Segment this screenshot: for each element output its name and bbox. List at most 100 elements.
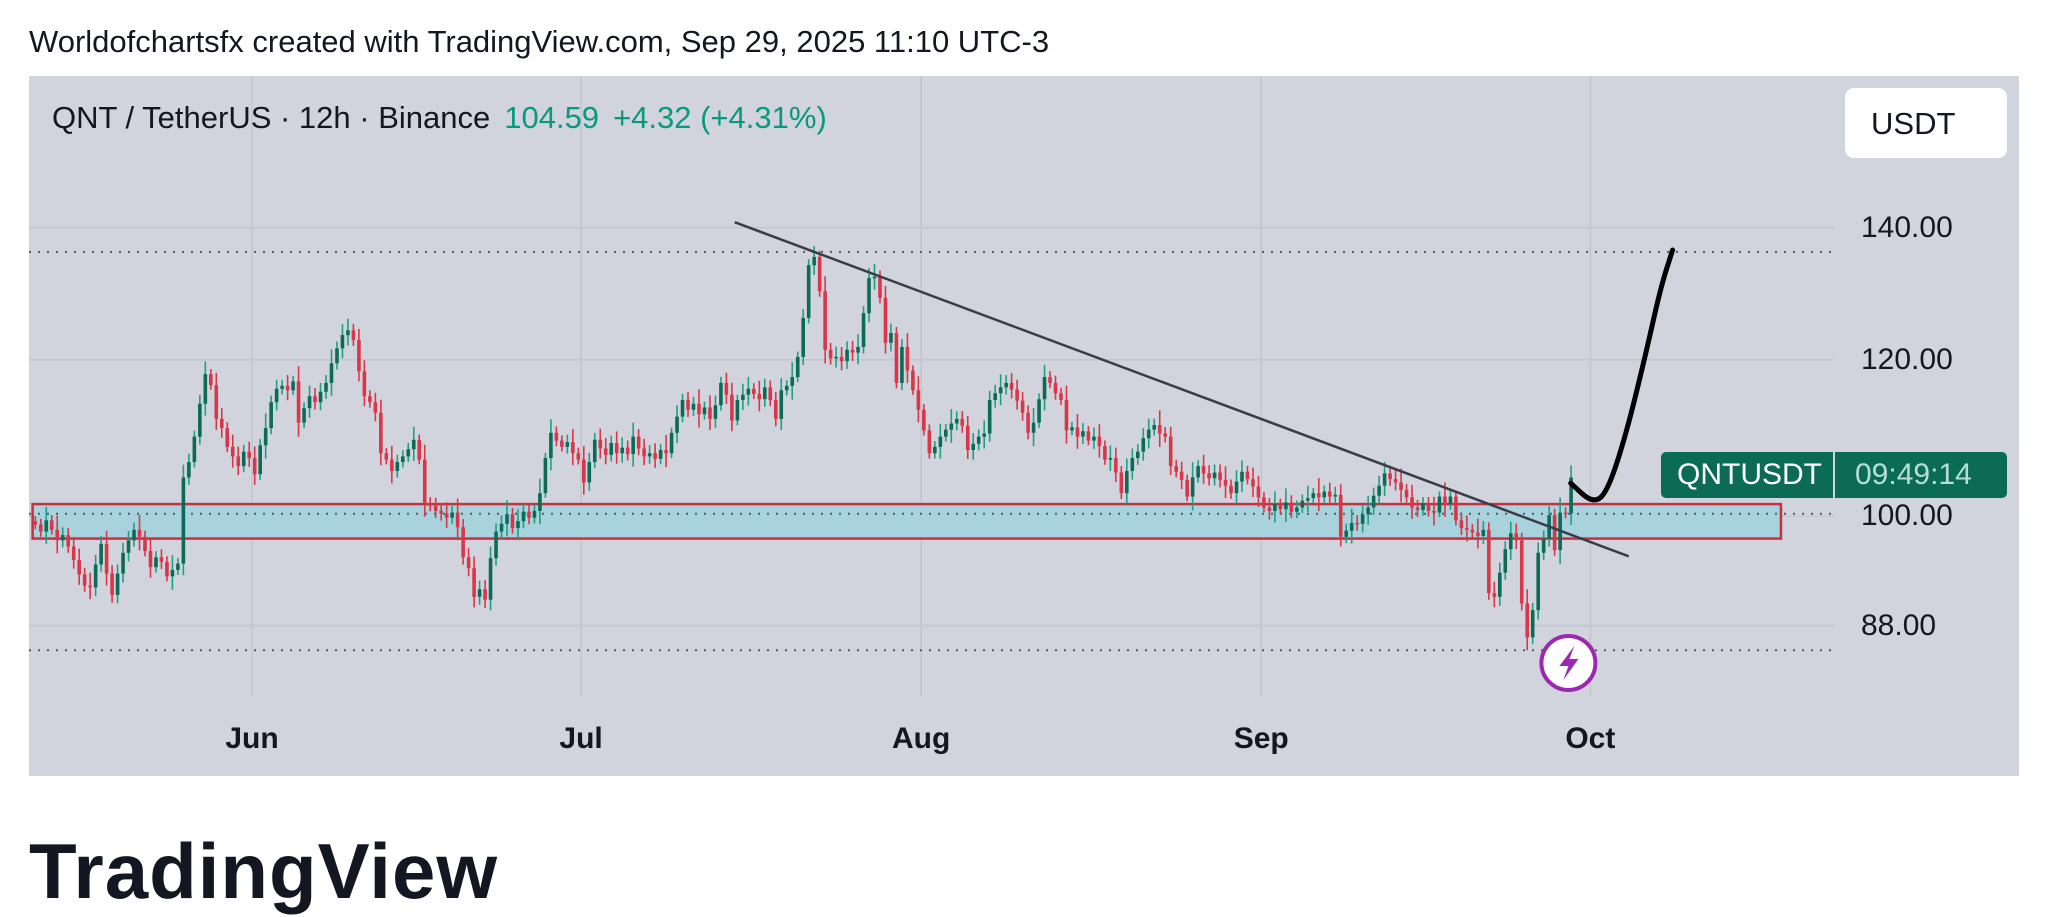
candle <box>1300 494 1305 514</box>
y-tick-label: 88.00 <box>1861 608 1937 642</box>
candle <box>247 441 252 468</box>
candle <box>433 497 438 519</box>
candle <box>126 530 131 562</box>
candle-body <box>1245 471 1250 480</box>
candle-body <box>1393 479 1398 483</box>
candle-body <box>658 450 663 459</box>
candle-body <box>93 564 98 588</box>
drawings <box>734 220 1676 558</box>
candle-body <box>82 574 87 586</box>
candle <box>1168 426 1173 475</box>
candle-body <box>455 512 460 528</box>
candle-body <box>466 557 471 569</box>
candle-body <box>1536 552 1540 611</box>
candle <box>411 426 416 462</box>
candle-body <box>247 451 252 459</box>
candle <box>280 379 284 395</box>
candle-body <box>922 409 926 431</box>
candle <box>1465 515 1469 542</box>
candle-body <box>444 513 449 518</box>
candle-body <box>1097 436 1102 447</box>
candle-body <box>1234 481 1239 494</box>
candle <box>236 446 241 476</box>
candle-body <box>258 445 262 475</box>
candle <box>976 429 981 451</box>
candle-body <box>1152 425 1157 430</box>
candle-body <box>768 387 773 400</box>
candle <box>845 341 849 369</box>
candle <box>1223 466 1228 499</box>
candle-body <box>938 436 943 447</box>
candle-body <box>1256 486 1261 498</box>
candle <box>1514 523 1519 550</box>
chart-panel[interactable] <box>29 76 2019 776</box>
candle-body <box>911 370 915 391</box>
candle <box>817 250 822 297</box>
candle <box>1311 487 1316 503</box>
candle-body <box>44 520 49 532</box>
candle-body <box>1009 382 1014 390</box>
candle <box>181 464 186 576</box>
candle-body <box>88 585 92 588</box>
candle-body <box>971 443 976 451</box>
candle <box>614 431 619 464</box>
x-tick-label: Jul <box>559 722 603 755</box>
candle-body <box>170 569 175 577</box>
candle <box>1525 589 1530 651</box>
candle <box>965 416 970 459</box>
candle <box>1262 492 1266 513</box>
candle-body <box>746 388 751 395</box>
candle-body <box>806 265 811 318</box>
candle <box>1306 485 1310 513</box>
candle-body <box>1119 472 1124 494</box>
candle-body <box>1075 427 1080 437</box>
candle <box>697 389 701 428</box>
candle <box>582 446 586 495</box>
candle-body <box>878 276 882 298</box>
candle-body <box>159 557 164 562</box>
candle <box>609 435 614 462</box>
candle <box>44 506 49 544</box>
candle <box>603 437 608 465</box>
candle <box>1371 487 1376 515</box>
candle <box>680 393 685 423</box>
candle <box>938 423 943 459</box>
candle-body <box>1114 458 1118 473</box>
candle-body <box>784 385 789 391</box>
candle <box>784 380 789 396</box>
candle <box>1086 426 1091 446</box>
candle <box>1081 423 1085 444</box>
candle <box>1426 496 1431 517</box>
candle <box>137 514 142 551</box>
candle-body <box>905 346 910 371</box>
badge-symbol: QNTUSDT <box>1661 452 1833 498</box>
candle <box>395 454 400 478</box>
candle-body <box>154 557 158 568</box>
candle <box>357 329 361 382</box>
candle <box>1196 460 1200 483</box>
candle <box>686 391 690 418</box>
candle-body <box>565 442 570 447</box>
candle <box>971 433 976 460</box>
candle <box>565 434 570 454</box>
candle-body <box>571 442 575 454</box>
candle-body <box>1146 429 1151 439</box>
candle <box>647 445 652 464</box>
candle-body <box>1481 529 1486 536</box>
candlestick-chart[interactable] <box>0 0 2048 845</box>
candle-body <box>1273 504 1277 511</box>
candle <box>510 507 515 534</box>
candle-body <box>839 356 844 362</box>
candle-body <box>477 589 482 597</box>
candle-body <box>1459 520 1464 529</box>
candle-body <box>450 512 454 518</box>
candle-body <box>1322 491 1327 498</box>
currency-button[interactable]: USDT <box>1845 88 2007 158</box>
candle-body <box>411 439 416 450</box>
candle <box>241 444 246 473</box>
candle-body <box>1344 530 1349 537</box>
candle-body <box>1004 382 1008 388</box>
candle <box>1201 454 1206 484</box>
candle <box>505 500 509 537</box>
symbol-info: QNT / TetherUS · 12h · Binance <box>52 100 491 135</box>
